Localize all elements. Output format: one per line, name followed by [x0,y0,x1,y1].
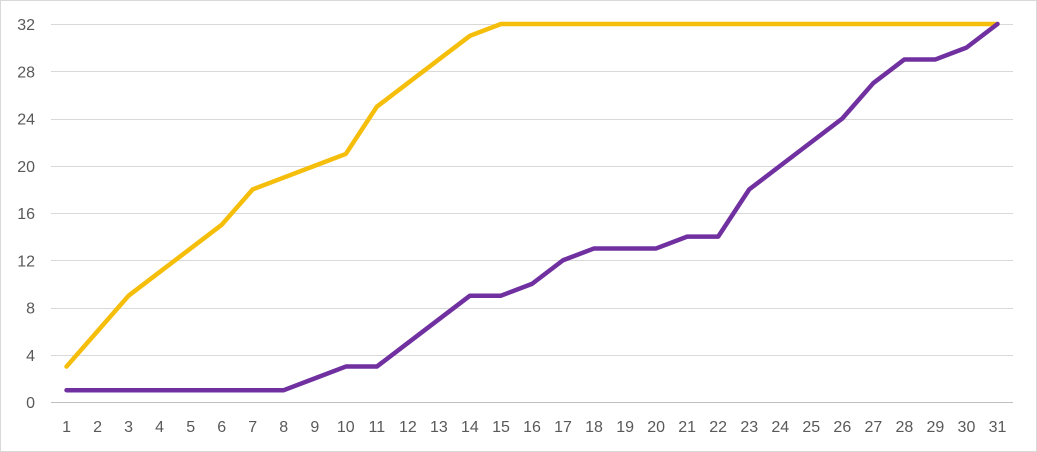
x-tick-label: 12 [399,419,417,436]
x-tick-label: 10 [337,419,355,436]
x-tick-label: 31 [989,419,1007,436]
x-tick-label: 21 [678,419,696,436]
y-axis-tick-labels: 0 4 8 12 16 20 24 28 32 [17,17,35,412]
x-tick-label: 15 [492,419,510,436]
x-tick-label: 8 [279,419,288,436]
x-tick-label: 11 [369,419,386,436]
x-tick-label: 25 [802,419,820,436]
x-tick-label: 16 [523,419,541,436]
x-tick-label: 17 [554,419,572,436]
x-tick-label: 18 [585,419,603,436]
x-tick-label: 30 [958,419,976,436]
y-tick-label: 16 [17,206,35,223]
x-tick-label: 6 [217,419,226,436]
x-tick-label: 19 [616,419,634,436]
x-tick-label: 23 [740,419,758,436]
x-tick-label: 24 [771,419,789,436]
x-tick-label: 20 [647,419,665,436]
y-tick-label: 20 [17,159,35,176]
y-tick-label: 12 [17,253,35,270]
gridlines [51,24,1013,403]
x-tick-label: 27 [864,419,882,436]
y-tick-label: 8 [26,301,35,318]
x-tick-label: 22 [709,419,727,436]
x-tick-label: 28 [895,419,913,436]
x-tick-label: 29 [927,419,945,436]
x-tick-label: 9 [310,419,319,436]
x-tick-label: 13 [430,419,448,436]
y-tick-label: 4 [26,348,35,365]
x-tick-label: 14 [461,419,479,436]
x-tick-label: 2 [93,419,102,436]
x-tick-label: 4 [155,419,164,436]
x-tick-label: 26 [833,419,851,436]
x-tick-label: 3 [124,419,133,436]
x-axis-tick-labels: 1 2 3 4 5 6 7 8 9 10 11 12 13 14 15 16 17 18 19 20 21 22 23 24 2… [62,419,1006,436]
y-tick-label: 0 [26,395,35,412]
y-tick-label: 32 [17,17,35,34]
x-tick-label: 7 [248,419,257,436]
series-lines [64,21,1000,393]
series-line-1 [64,21,1000,369]
series-line-2 [64,21,1000,393]
x-tick-label: 1 [62,419,71,436]
y-tick-label: 28 [17,64,35,81]
y-tick-label: 24 [17,112,35,129]
x-tick-label: 5 [186,419,195,436]
